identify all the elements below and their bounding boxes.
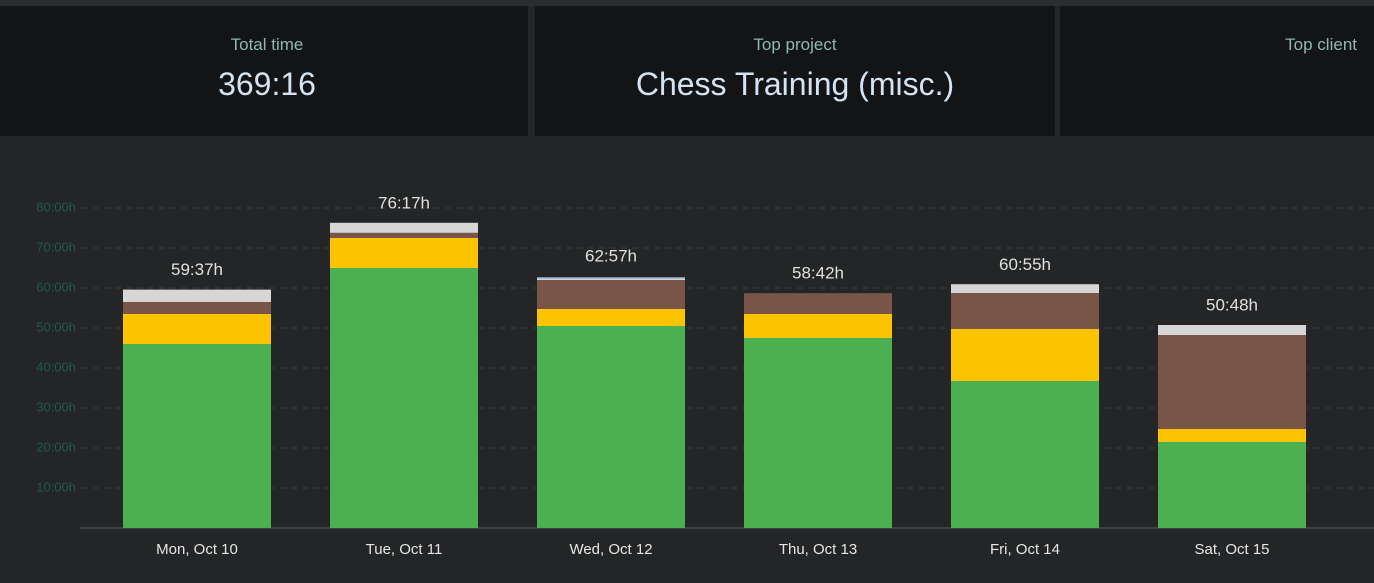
bar-segment — [1158, 429, 1306, 442]
bar-segment — [744, 293, 892, 314]
total-label: 60:55h — [999, 255, 1051, 274]
total-label: 76:17h — [378, 193, 430, 212]
total-label: 59:37h — [171, 260, 223, 279]
stat-card: Top client — [1060, 6, 1374, 136]
bar-segment — [951, 293, 1099, 329]
bar-segment — [537, 280, 685, 309]
y-tick-label: 60:00h — [36, 279, 76, 294]
chart: 10:00h 20:00h 30:00h 40:00h 50:00h 60:00h 70:0… — [36, 193, 1374, 558]
bar-segment — [330, 268, 478, 528]
y-tick-label: 20:00h — [36, 439, 76, 454]
y-tick-label: 80:00h — [36, 199, 76, 214]
total-label: 50:48h — [1206, 295, 1258, 314]
stat-label: Top client — [1285, 35, 1357, 54]
stat-label: Total time — [230, 35, 304, 54]
bar-segment — [951, 329, 1099, 381]
stat-card: Top project Chess Training (misc.) — [535, 6, 1055, 136]
x-tick-label: Wed, Oct 12 — [569, 541, 652, 558]
bar-segment — [123, 344, 271, 528]
bar-segment — [1158, 442, 1306, 528]
bar-segment — [1158, 325, 1306, 335]
bar-segment — [744, 338, 892, 528]
x-tick-label: Mon, Oct 10 — [156, 541, 238, 558]
bar-segment — [744, 314, 892, 338]
bar-segment — [951, 381, 1099, 528]
total-label: 62:57h — [585, 247, 637, 266]
bar-segment — [330, 232, 478, 238]
stat-value: 369:16 — [218, 66, 316, 102]
bar-segment — [123, 289, 271, 302]
bar-segment — [537, 309, 685, 326]
x-tick-label: Tue, Oct 11 — [366, 541, 443, 558]
bar-segment — [537, 326, 685, 528]
top-strip — [0, 0, 1374, 6]
x-tick-label: Fri, Oct 14 — [990, 541, 1060, 558]
bar-segment — [330, 238, 478, 268]
bar-segment — [537, 277, 685, 279]
y-tick-label: 40:00h — [36, 359, 76, 374]
y-tick-label: 10:00h — [36, 479, 76, 494]
y-tick-label: 70:00h — [36, 239, 76, 254]
stat-value: Chess Training (misc.) — [635, 66, 955, 102]
bar-segment — [537, 278, 685, 280]
bar-segment — [1158, 335, 1306, 429]
x-tick-label: Thu, Oct 13 — [779, 541, 857, 558]
total-label: 58:42h — [792, 264, 844, 283]
x-tick-label: Sat, Oct 15 — [1194, 541, 1269, 558]
bar-segment — [951, 284, 1099, 293]
stat-card: Total time 369:16 — [0, 6, 528, 136]
bar-segment — [123, 314, 271, 344]
stat-label: Top project — [753, 35, 837, 54]
y-tick-label: 50:00h — [36, 319, 76, 334]
bar-segment — [123, 302, 271, 314]
bar-segment — [330, 222, 478, 233]
y-tick-label: 30:00h — [36, 399, 76, 414]
